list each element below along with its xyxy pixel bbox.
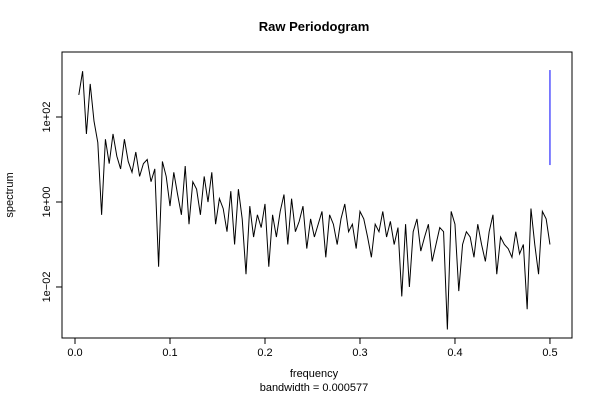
x-tick-label: 0.3 [352, 347, 367, 359]
chart-title: Raw Periodogram [259, 19, 370, 34]
x-axis-label: frequency [290, 368, 339, 380]
y-tick-label: 1e+00 [41, 187, 53, 218]
x-tick-label: 0.2 [257, 347, 272, 359]
x-tick-label: 0.0 [67, 347, 82, 359]
x-tick-label: 0.1 [162, 347, 177, 359]
y-tick-label: 1e+02 [41, 102, 53, 133]
x-tick-label: 0.4 [447, 347, 462, 359]
y-axis-label: spectrum [4, 172, 16, 217]
x-tick-label: 0.5 [542, 347, 557, 359]
spectrum-line [78, 71, 551, 330]
plot-frame [61, 51, 573, 339]
subtitle: bandwidth = 0.000577 [260, 382, 369, 394]
y-tick-label: 1e−02 [41, 272, 53, 303]
